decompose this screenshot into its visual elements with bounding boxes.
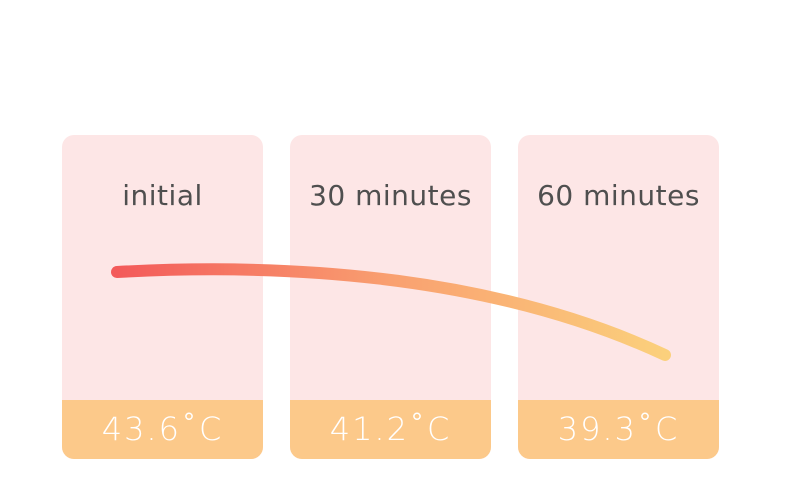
card-label: 60 minutes bbox=[537, 179, 700, 212]
card-label: initial bbox=[122, 179, 203, 212]
temperature-band: 43.6˚C bbox=[62, 400, 263, 459]
temperature: 39.3˚C bbox=[557, 410, 680, 448]
card: initial 43.6˚C bbox=[62, 135, 263, 459]
curve bbox=[111, 263, 671, 361]
card: 60 minutes 39.3˚C bbox=[518, 135, 719, 459]
card: 30 minutes 41.2˚C bbox=[290, 135, 491, 459]
card-label: 30 minutes bbox=[309, 179, 472, 212]
temperature: 41.2˚C bbox=[329, 410, 452, 448]
temperature-band: 39.3˚C bbox=[518, 400, 719, 459]
temperature: 43.6˚C bbox=[101, 410, 224, 448]
temperature-band: 41.2˚C bbox=[290, 400, 491, 459]
